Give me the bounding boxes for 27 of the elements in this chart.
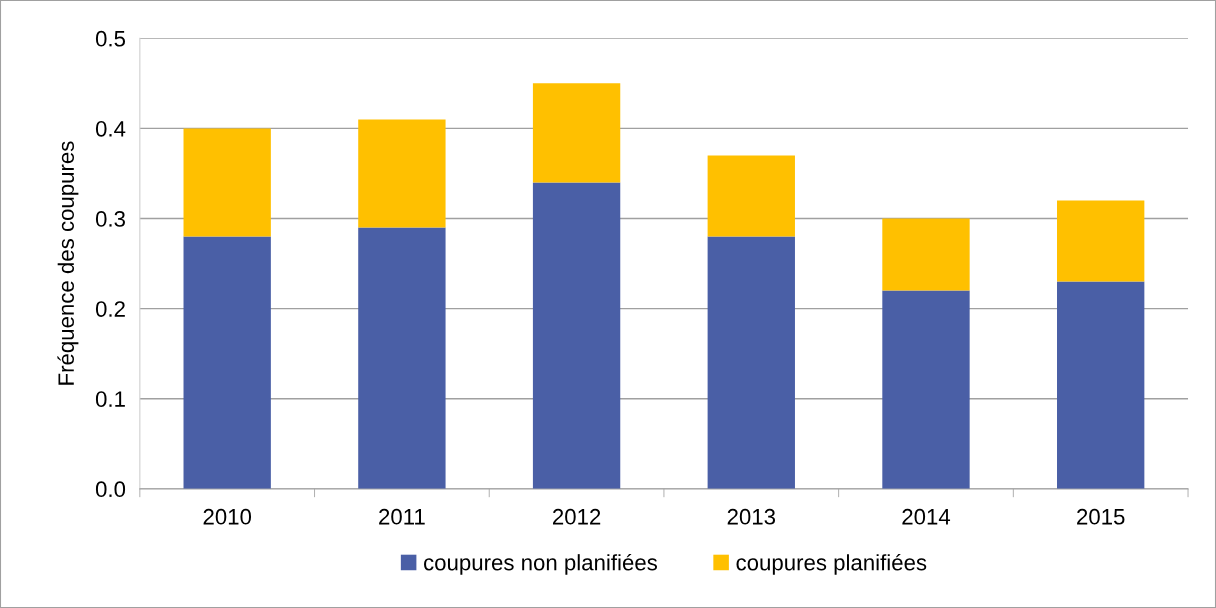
bar: [707, 155, 795, 237]
bar: [882, 290, 970, 489]
x-tick-label: 2015: [1077, 508, 1125, 525]
legend-label: coupures non planifiées: [424, 553, 657, 575]
bar: [1057, 281, 1145, 489]
legend-label: coupures planifiées: [736, 553, 927, 575]
bar: [183, 128, 271, 237]
bar: [358, 119, 446, 228]
y-tick-label: 0.2: [95, 301, 125, 317]
y-tick-label: 0.3: [95, 211, 125, 227]
y-tick-label: 0.0: [95, 481, 126, 498]
bar: [882, 218, 970, 291]
x-tick-label: 2013: [727, 508, 776, 525]
y-tick-label: 0.1: [95, 391, 125, 407]
bar: [358, 227, 446, 489]
y-tick-label: 0.4: [95, 120, 126, 137]
y-axis-title: Fréquence des coupures: [57, 141, 79, 385]
x-tick-label: 2011: [379, 508, 425, 525]
bar: [532, 83, 621, 183]
bar: [183, 236, 271, 489]
bar: [532, 182, 621, 489]
bar: [1057, 200, 1145, 282]
x-tick-label: 2014: [902, 508, 951, 525]
y-tick-label: 0.5: [95, 30, 126, 47]
x-tick-label: 2012: [552, 508, 601, 525]
x-tick-label: 2010: [203, 508, 252, 525]
bar: [707, 236, 795, 489]
